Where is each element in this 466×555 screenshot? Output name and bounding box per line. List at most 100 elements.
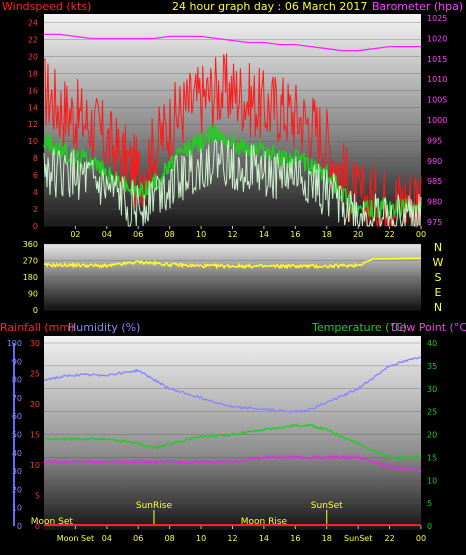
wind-ytick-label: 12 — [28, 120, 38, 129]
wind-ytick-label: 20 — [28, 52, 38, 61]
wind-ytick-label: 14 — [28, 103, 38, 112]
wind-axis-label: Windspeed (kts) — [2, 0, 91, 13]
humidity-ytick-label: 30 — [12, 467, 22, 476]
rainfall-ytick-label: 25 — [30, 370, 40, 379]
temperature-ytick-label: 10 — [427, 476, 437, 485]
direction-line — [43, 257, 421, 270]
temperature-xtick-label: 06 — [133, 534, 143, 543]
wind-ytick-label: 2 — [33, 205, 38, 214]
barometer-ytick-label: 985 — [427, 177, 442, 186]
wind-ytick-label: 16 — [28, 86, 38, 95]
humidity-ytick-label: 50 — [12, 431, 22, 440]
temperature-xtick-label: SunSet — [344, 534, 372, 543]
direction-ytick-label: 270 — [23, 257, 38, 266]
temperature-xtick-label: 12 — [227, 534, 237, 543]
barometer-ytick-label: 995 — [427, 136, 442, 145]
wind-series-line-2 — [43, 139, 422, 228]
compass-label: N — [434, 301, 442, 314]
wind-xtick-label: 20 — [353, 230, 363, 239]
barometer-ytick-label: 1020 — [427, 34, 447, 43]
wind-ytick-label: 10 — [28, 137, 38, 146]
compass-label: N — [434, 241, 442, 254]
annotation-label: Moon Rise — [241, 517, 288, 527]
humidity-ytick-label: 100 — [7, 339, 22, 348]
temperature-chart: 0102030405060708090100051015202530051015… — [7, 339, 437, 543]
humidity-ytick-label: 70 — [12, 394, 22, 403]
barometer-line — [44, 33, 421, 52]
graph-title: 24 hour graph day : 06 March 2017 — [172, 0, 367, 13]
wind-ytick-label: 0 — [33, 222, 38, 231]
wind-xtick-label: 14 — [259, 230, 269, 239]
rainfall-ytick-label: 0 — [35, 522, 40, 531]
temperature-ytick-label: 35 — [427, 362, 437, 371]
direction-ytick-label: 180 — [23, 273, 38, 282]
rainfall-ytick-label: 30 — [30, 339, 40, 348]
rainfall-ytick-label: 20 — [30, 400, 40, 409]
humidity-axis-label: Humidity (%) — [68, 321, 140, 334]
rainfall-ytick-label: 15 — [30, 431, 40, 440]
humidity-ytick-label: 60 — [12, 412, 22, 421]
wind-xtick-label: 22 — [384, 230, 394, 239]
barometer-ytick-label: 990 — [427, 157, 442, 166]
humidity-ytick-label: 80 — [12, 376, 22, 385]
rainfall-ytick-label: 10 — [30, 461, 40, 470]
wind-ytick-label: 22 — [28, 35, 38, 44]
annotation-label: SunSet — [311, 501, 343, 511]
dewpoint-axis-label: Dew Point (°C) — [391, 321, 466, 334]
temperature-ytick-label: 20 — [427, 431, 437, 440]
temperature-series-line-2 — [43, 455, 422, 473]
barometer-ytick-label: 980 — [427, 198, 442, 207]
wind-ytick-label: 6 — [33, 171, 38, 180]
wind-ytick-label: 18 — [28, 69, 38, 78]
direction-ytick-label: 90 — [28, 290, 38, 299]
temperature-ytick-label: 30 — [427, 385, 437, 394]
wind-panel-bg — [44, 14, 421, 226]
barometer-ytick-label: 975 — [427, 218, 442, 227]
wind-xtick-label: 10 — [196, 230, 206, 239]
temperature-axis-label: Temperature (°C) — [311, 321, 407, 334]
direction-ytick-label: 0 — [33, 306, 38, 315]
direction-ytick-label: 360 — [23, 240, 38, 249]
temperature-xtick-label: 00 — [416, 534, 426, 543]
temperature-xtick-label: 22 — [384, 534, 394, 543]
wind-xtick-label: 02 — [70, 230, 80, 239]
wind-series-line-1 — [43, 125, 422, 220]
temperature-series-line-1 — [43, 423, 422, 460]
wind-xtick-label: 16 — [290, 230, 300, 239]
temperature-ytick-label: 0 — [427, 522, 432, 531]
temperature-ytick-label: 5 — [427, 499, 432, 508]
barometer-axis-label: Barometer (hpa) — [372, 0, 463, 13]
wind-xtick-label: 08 — [165, 230, 175, 239]
wind-xtick-label: 06 — [133, 230, 143, 239]
humidity-ytick-label: 20 — [12, 485, 22, 494]
temperature-series-line-0 — [43, 356, 422, 414]
humidity-ytick-label: 0 — [17, 522, 22, 531]
compass-label: S — [435, 271, 442, 284]
temperature-ytick-label: 15 — [427, 453, 437, 462]
wind-ytick-label: 8 — [33, 154, 38, 163]
compass-label: E — [435, 286, 442, 299]
temperature-ytick-label: 25 — [427, 408, 437, 417]
humidity-ytick-label: 10 — [12, 504, 22, 513]
wind-ytick-label: 24 — [28, 18, 38, 27]
wind-xtick-label: 12 — [227, 230, 237, 239]
temperature-xtick-label: 08 — [165, 534, 175, 543]
humidity-ytick-label: 90 — [12, 357, 22, 366]
barometer-ytick-label: 1005 — [427, 96, 447, 105]
rainfall-ytick-label: 5 — [35, 492, 40, 501]
barometer-ytick-label: 1025 — [427, 14, 447, 23]
wind-xtick-label: 00 — [416, 230, 426, 239]
annotation-label: SunRise — [136, 501, 173, 511]
rainfall-axis-label: Rainfall (mm) — [0, 321, 74, 334]
temperature-ytick-label: 40 — [427, 339, 437, 348]
humidity-ytick-label: 40 — [12, 449, 22, 458]
barometer-ytick-label: 1010 — [427, 75, 447, 84]
barometer-ytick-label: 1015 — [427, 55, 447, 64]
temperature-xtick-label: 10 — [196, 534, 206, 543]
temperature-xtick-label: 16 — [290, 534, 300, 543]
wind-series-line-0 — [43, 53, 422, 228]
wind-chart: 0246810121416182022249759809859909951000… — [28, 14, 448, 239]
